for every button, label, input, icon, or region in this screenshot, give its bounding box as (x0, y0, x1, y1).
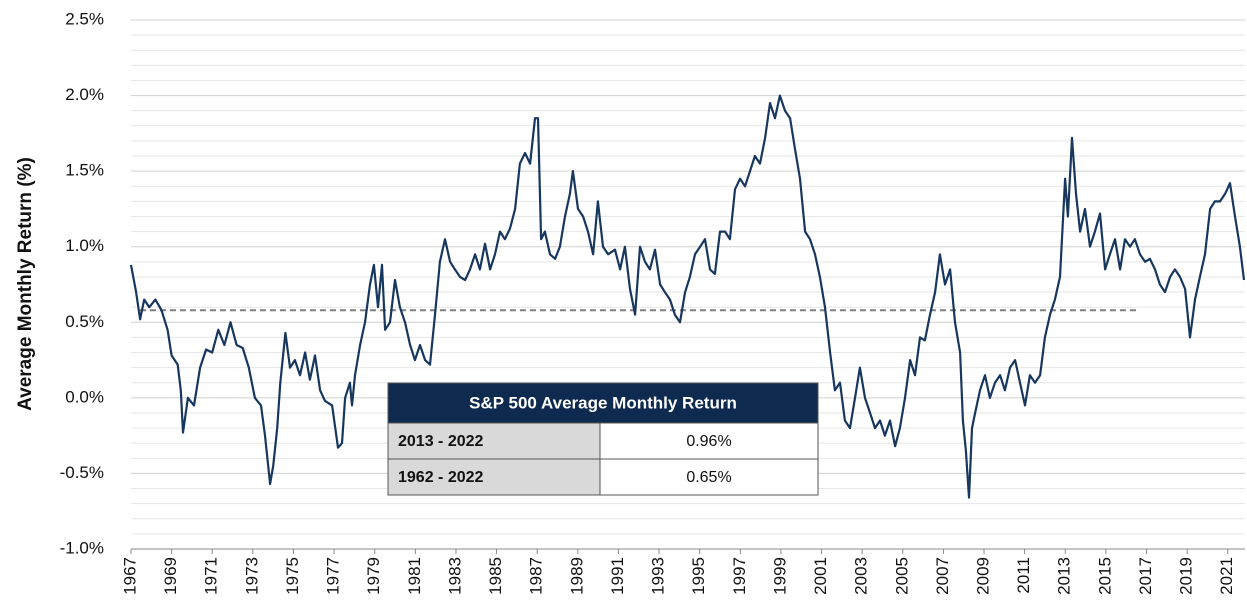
x-tick-label: 1973 (242, 557, 261, 595)
y-tick-label: 2.0% (65, 85, 104, 104)
x-tick-label: 1967 (120, 557, 139, 595)
x-tick-label: 1993 (649, 557, 668, 595)
x-tick-label: 2001 (811, 557, 830, 595)
x-tick-label: 2021 (1217, 557, 1236, 595)
y-tick-label: 2.5% (65, 9, 104, 28)
x-tick-label: 1989 (567, 557, 586, 595)
x-tick-label: 2005 (892, 557, 911, 595)
y-tick-label: -0.5% (60, 463, 104, 482)
table-cell (387, 422, 601, 460)
x-tick-label: 2011 (1014, 557, 1033, 594)
y-tick-label: 0.5% (65, 312, 104, 331)
table-row-label: 2013 - 2022 (398, 433, 484, 450)
x-tick-label: 1975 (283, 557, 302, 595)
x-tick-label: 1987 (527, 557, 546, 595)
x-tick-label: 2017 (1136, 557, 1155, 595)
x-tick-label: 1981 (405, 557, 424, 595)
x-tick-label: 1999 (770, 557, 789, 595)
y-tick-label: -1.0% (60, 538, 104, 557)
x-tick-label: 2013 (1055, 557, 1074, 595)
table-cell (599, 422, 819, 460)
x-tick-label: 1983 (445, 557, 464, 595)
y-axis-label: Average Monthly Return (%) (15, 157, 36, 411)
table-title: S&P 500 Average Monthly Return (469, 393, 737, 412)
y-tick-label: 0.0% (65, 387, 104, 406)
x-tick-label: 1979 (364, 557, 383, 595)
x-tick-label: 1995 (689, 557, 708, 595)
x-tick-label: 2015 (1095, 557, 1114, 595)
x-tick-label: 2019 (1177, 557, 1196, 595)
x-tick-label: 1997 (730, 557, 749, 595)
table-border (387, 382, 819, 496)
x-tick-label: 2007 (933, 557, 952, 595)
table-header (388, 383, 818, 423)
y-tick-label: 1.0% (65, 236, 104, 255)
line-series (129, 94, 1246, 499)
table-row-value: 0.65% (686, 469, 731, 486)
x-tick-label: 1985 (486, 557, 505, 595)
x-tick-label: 2009 (974, 557, 993, 595)
x-tick-label: 1977 (324, 557, 343, 595)
y-tick-label: 1.5% (65, 161, 104, 180)
table-cell (387, 458, 601, 496)
table-row-value: 0.96% (686, 433, 731, 450)
x-tick-label: 1969 (161, 557, 180, 595)
table-row-label: 1962 - 2022 (398, 469, 484, 486)
table-cell (599, 458, 819, 496)
x-tick-label: 1971 (202, 557, 221, 595)
x-tick-label: 2003 (852, 557, 871, 595)
x-tick-label: 1991 (608, 557, 627, 595)
